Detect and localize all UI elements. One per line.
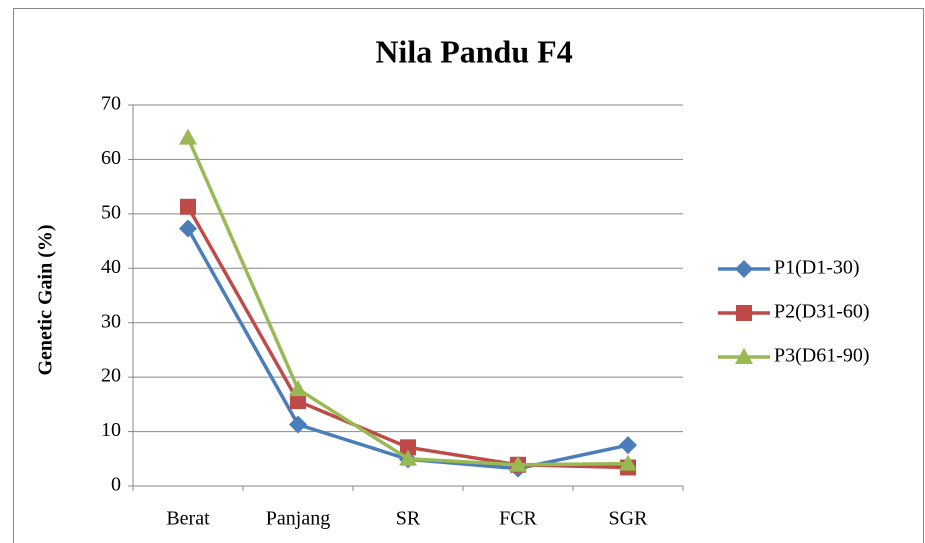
data-point (289, 380, 307, 397)
data-point (619, 454, 637, 471)
data-point (619, 436, 637, 455)
y-tick-label: 50 (101, 201, 121, 223)
data-point (399, 449, 417, 466)
y-tick-label: 40 (101, 256, 121, 278)
data-point (179, 219, 197, 238)
data-point (179, 128, 197, 145)
data-point (290, 393, 306, 410)
data-point (289, 415, 307, 434)
chart-title: Nila Pandu F4 (375, 33, 572, 69)
x-tick-label: Panjang (266, 508, 330, 530)
x-tick-label: SGR (609, 508, 649, 530)
legend-marker (735, 260, 753, 278)
y-tick-label: 30 (101, 310, 121, 332)
legend-label: P1(D1-30) (774, 257, 860, 279)
y-tick-label: 20 (101, 365, 121, 387)
y-tick-label: 0 (111, 474, 121, 496)
legend-label: P2(D31-60) (774, 301, 870, 323)
y-tick-label: 70 (101, 93, 121, 115)
data-point (400, 439, 416, 456)
legend-marker (736, 305, 752, 321)
chart-frame (13, 8, 924, 543)
x-tick-label: FCR (499, 508, 537, 530)
data-point (509, 455, 527, 472)
data-point (180, 198, 196, 215)
x-tick-label: SR (396, 508, 421, 530)
legend-label: P3(D61-90) (774, 345, 870, 367)
legend-marker (735, 348, 753, 364)
y-tick-label: 60 (101, 147, 121, 169)
y-axis-label: Genetic Gain (%) (35, 224, 57, 375)
x-tick-label: Berat (166, 508, 210, 530)
y-tick-label: 10 (101, 419, 121, 441)
